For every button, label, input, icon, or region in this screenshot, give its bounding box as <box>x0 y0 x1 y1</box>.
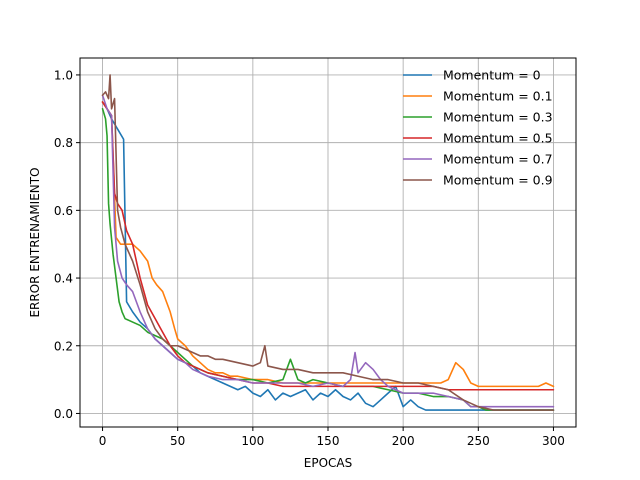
series-line <box>101 101 555 388</box>
legend: Momentum = 0 Momentum = 0.1 Momentum = 0.3… <box>403 68 553 188</box>
legend-label: Momentum = 0.3 <box>443 110 553 125</box>
ticks: 0 50 100 150 200 250 300 0.0 0.2 0.4 0.6 0.8 1.0 <box>54 68 565 448</box>
legend-label: Momentum = 0.7 <box>443 152 553 167</box>
legend-label: Momentum = 0.5 <box>443 131 553 146</box>
y-tick-label: 0.6 <box>54 204 73 218</box>
x-tick-label: 200 <box>392 434 415 448</box>
x-tick-label: 250 <box>467 434 490 448</box>
series-line <box>101 94 555 408</box>
x-axis-label: EPOCAS <box>304 456 352 470</box>
y-axis-label: ERROR ENTRENAMIENTO <box>28 167 42 317</box>
legend-label: Momentum = 0.9 <box>443 173 553 188</box>
series-line <box>101 74 555 411</box>
x-tick-label: 100 <box>241 434 264 448</box>
series-group <box>101 74 555 411</box>
x-tick-label: 0 <box>99 434 107 448</box>
legend-label: Momentum = 0.1 <box>443 89 553 104</box>
y-tick-label: 1.0 <box>54 68 73 82</box>
grid <box>80 58 576 427</box>
y-tick-label: 0.0 <box>54 407 73 421</box>
y-tick-label: 0.4 <box>54 272 73 286</box>
x-tick-label: 150 <box>317 434 340 448</box>
legend-label: Momentum = 0 <box>443 68 541 83</box>
x-tick-label: 50 <box>170 434 185 448</box>
y-tick-label: 0.2 <box>54 339 73 353</box>
y-tick-label: 0.8 <box>54 136 73 150</box>
x-tick-label: 300 <box>542 434 565 448</box>
